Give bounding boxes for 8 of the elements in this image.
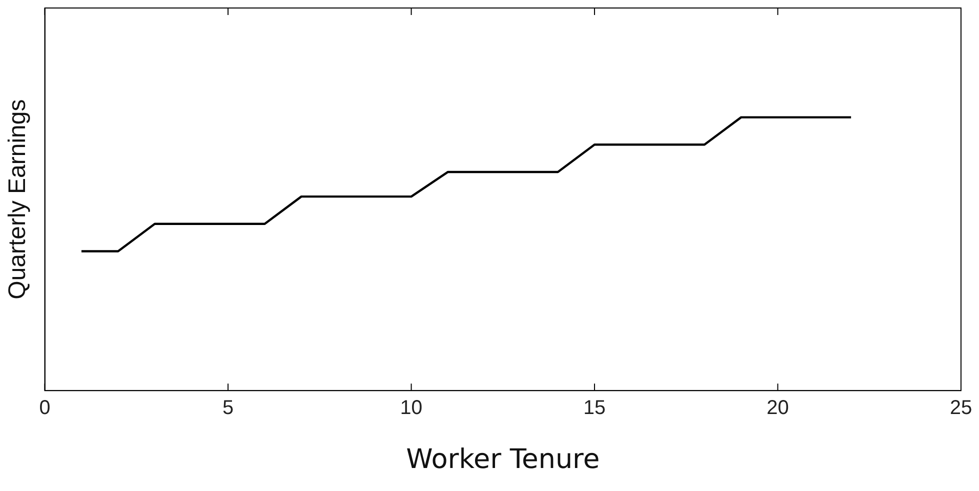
- x-axis-title: Worker Tenure: [406, 444, 600, 475]
- x-tick-label: 10: [400, 397, 422, 420]
- x-tick-label: 15: [583, 397, 606, 420]
- x-tick-label: 0: [39, 397, 50, 420]
- x-tick-label: 5: [222, 397, 234, 420]
- y-axis-title: Quarterly Earnings: [4, 99, 32, 300]
- x-tick-label: 25: [950, 397, 972, 420]
- x-tick-label: 20: [766, 397, 789, 420]
